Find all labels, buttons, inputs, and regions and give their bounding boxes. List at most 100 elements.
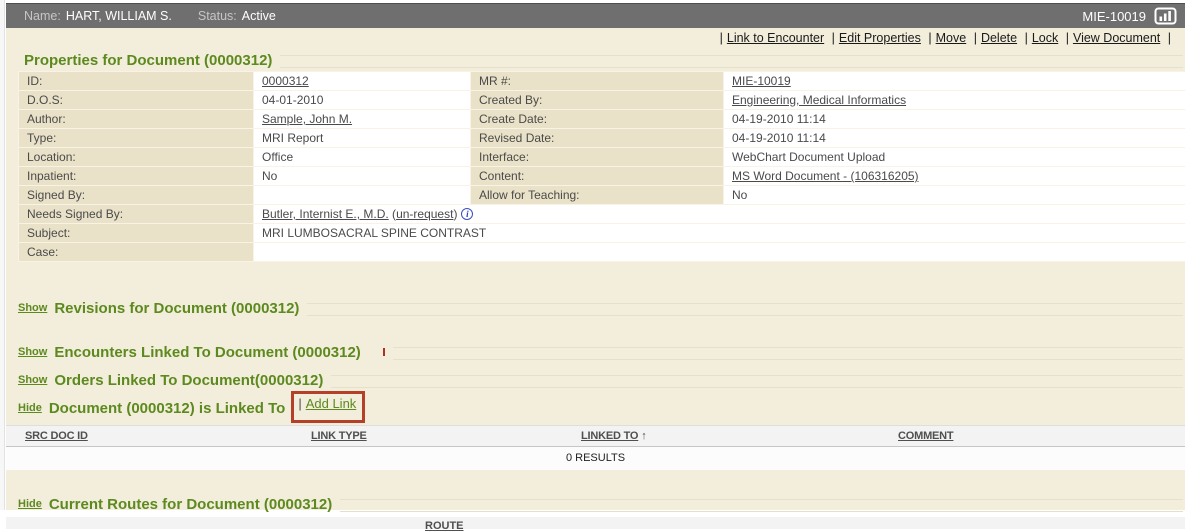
toolbar-separator: |: [1065, 31, 1069, 45]
property-row: D.O.S: 04-01-2010 Created By: Engineerin…: [19, 91, 1185, 109]
un-request-link[interactable]: un-request: [396, 207, 454, 221]
patient-status-label: Status:: [197, 9, 237, 23]
window-left-edge: [0, 0, 5, 510]
orders-show-link[interactable]: Show: [18, 374, 48, 386]
toolbar-separator: |: [973, 31, 977, 45]
revisions-show-link[interactable]: Show: [18, 302, 48, 314]
toolbar-separator: |: [831, 31, 835, 45]
orders-section-head: Show Orders Linked To Document(0000312): [18, 371, 1185, 389]
location-label: Location:: [19, 148, 253, 166]
toolbar-separator: |: [1024, 31, 1028, 45]
col-header-link-type[interactable]: LINK TYPE: [311, 430, 367, 442]
property-row: Type: MRI Report Revised Date: 04-19-201…: [19, 129, 1185, 147]
linked-documents-header-row: SRC DOC ID LINK TYPE LINKED TO ↑ COMMENT: [6, 426, 1185, 446]
id-label: ID:: [19, 72, 253, 90]
allow-teaching-value: No: [724, 186, 1185, 204]
needs-signed-by-name-link[interactable]: Butler, Internist E., M.D.: [262, 207, 389, 221]
titlebar-right: MIE-10019: [1082, 7, 1177, 25]
case-label: Case:: [19, 243, 253, 261]
col-header-comment[interactable]: COMMENT: [898, 430, 954, 442]
type-value: MRI Report: [254, 129, 470, 147]
routes-section-head: Hide Current Routes for Document (000031…: [18, 495, 1185, 513]
type-label: Type:: [19, 129, 253, 147]
col-header-src-doc-id[interactable]: SRC DOC ID: [25, 430, 88, 442]
dos-label: D.O.S:: [19, 91, 253, 109]
col-header-route[interactable]: ROUTE: [425, 520, 464, 532]
lock-link[interactable]: Lock: [1031, 31, 1059, 45]
signed-by-value: [254, 186, 470, 204]
pipe-separator: |: [298, 396, 302, 411]
routes-table-header-partial: ROUTE: [6, 517, 1185, 532]
patient-name: HART, WILLIAM S.: [65, 9, 172, 23]
property-row: Signed By: Allow for Teaching: No: [19, 186, 1185, 204]
add-link-link[interactable]: Add Link: [305, 396, 357, 411]
property-row: Needs Signed By: Butler, Internist E., M…: [19, 205, 1185, 223]
linked-to-hide-link[interactable]: Hide: [18, 402, 42, 414]
delete-link[interactable]: Delete: [980, 31, 1018, 45]
encounters-show-link[interactable]: Show: [18, 346, 48, 358]
property-row: Subject: MRI LUMBOSACRAL SPINE CONTRAST: [19, 224, 1185, 242]
toolbar-separator: |: [928, 31, 932, 45]
linked-documents-table: SRC DOC ID LINK TYPE LINKED TO ↑ COMMENT …: [6, 425, 1185, 470]
interface-label: Interface:: [471, 148, 723, 166]
link-to-encounter-link[interactable]: Link to Encounter: [726, 31, 825, 45]
view-document-link[interactable]: View Document: [1072, 31, 1161, 45]
signed-by-label: Signed By:: [19, 186, 253, 204]
properties-section-head: Properties for Document (0000312): [18, 51, 1185, 69]
edit-properties-link[interactable]: Edit Properties: [838, 31, 921, 45]
paren: (: [388, 207, 397, 221]
subject-value: MRI LUMBOSACRAL SPINE CONTRAST: [254, 224, 1185, 242]
orders-title: Orders Linked To Document(0000312): [54, 371, 324, 389]
revisions-section-head: Show Revisions for Document (0000312): [18, 299, 1185, 317]
move-link[interactable]: Move: [935, 31, 967, 45]
location-value: Office: [254, 148, 470, 166]
created-by-value-link[interactable]: Engineering, Medical Informatics: [732, 93, 907, 107]
revisions-title: Revisions for Document (0000312): [54, 299, 300, 317]
toolbar-separator: |: [719, 31, 723, 45]
toolbar-separator: |: [1167, 31, 1171, 45]
id-value-link[interactable]: 0000312: [262, 74, 309, 88]
properties-title: Properties for Document (0000312): [24, 51, 273, 69]
patient-mrn: MIE-10019: [1082, 8, 1146, 24]
author-label: Author:: [19, 110, 253, 128]
routes-title: Current Routes for Document (0000312): [48, 495, 333, 513]
section-rule: [392, 347, 1183, 360]
dos-value: 04-01-2010: [254, 91, 470, 109]
property-row: Location: Office Interface: WebChart Doc…: [19, 148, 1185, 166]
create-date-value: 04-19-2010 11:14: [724, 110, 1185, 128]
routes-hide-link[interactable]: Hide: [18, 498, 42, 510]
info-icon[interactable]: i: [461, 208, 474, 220]
allow-teaching-label: Allow for Teaching:: [471, 186, 723, 204]
section-rule: [331, 375, 1183, 388]
col-header-linked-to[interactable]: LINKED TO ↑: [581, 430, 647, 442]
linked-to-section-head: Hide Document (0000312) is Linked To | Ad…: [18, 391, 1185, 423]
property-row: Inpatient: No Content: MS Word Document …: [19, 167, 1185, 185]
case-value: [254, 243, 1185, 261]
linked-to-title: Document (0000312) is Linked To: [48, 399, 286, 417]
section-rule: [307, 303, 1183, 316]
interface-value: WebChart Document Upload: [724, 148, 1185, 166]
revised-date-value: 04-19-2010 11:14: [724, 129, 1185, 147]
properties-table: ID: 0000312 MR #: MIE-10019 D.O.S: 04-01…: [18, 71, 1185, 262]
content-value-link[interactable]: MS Word Document - (106316205): [732, 169, 919, 183]
subject-label: Subject:: [19, 224, 253, 242]
needs-signed-by-label: Needs Signed By:: [19, 205, 253, 223]
section-rule: [280, 55, 1183, 68]
create-date-label: Create Date:: [471, 110, 723, 128]
patient-titlebar: Name: HART, WILLIAM S. Status: Active MI…: [6, 3, 1185, 28]
results-count: 0 RESULTS: [6, 446, 1185, 470]
inpatient-label: Inpatient:: [19, 167, 253, 185]
encounters-section-head: Show Encounters Linked To Document (0000…: [18, 343, 1185, 361]
inpatient-value: No: [254, 167, 470, 185]
mr-label: MR #:: [471, 72, 723, 90]
mr-value-link[interactable]: MIE-10019: [732, 74, 791, 88]
page: Name: HART, WILLIAM S. Status: Active MI…: [6, 3, 1185, 532]
author-value-link[interactable]: Sample, John M.: [262, 112, 353, 126]
chart-icon[interactable]: [1154, 7, 1177, 25]
created-by-label: Created By:: [471, 91, 723, 109]
property-row: ID: 0000312 MR #: MIE-10019: [19, 72, 1185, 90]
document-action-toolbar: | Link to Encounter | Edit Properties | Mov…: [6, 31, 1185, 48]
property-row: Author: Sample, John M. Create Date: 04-…: [19, 110, 1185, 128]
patient-name-label: Name:: [24, 9, 61, 23]
add-link-annotation-box: | Add Link: [291, 391, 366, 423]
